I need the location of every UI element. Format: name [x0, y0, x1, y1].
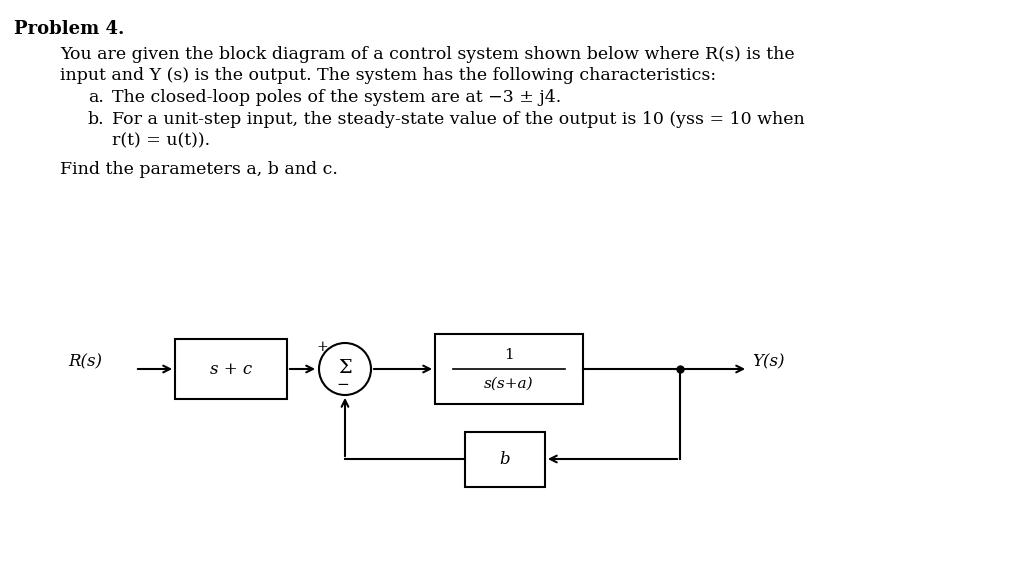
- Text: The closed-loop poles of the system are at −3 ± j4.: The closed-loop poles of the system are …: [112, 89, 561, 106]
- Text: R(s): R(s): [68, 353, 102, 370]
- Text: You are given the block diagram of a control system shown below where R(s) is th: You are given the block diagram of a con…: [60, 46, 795, 63]
- Text: Find the parameters a, b and c.: Find the parameters a, b and c.: [60, 161, 338, 178]
- Text: b.: b.: [88, 111, 104, 128]
- Text: Y(s): Y(s): [752, 353, 785, 370]
- Text: s + c: s + c: [210, 361, 252, 377]
- Text: r(t) = u(t)).: r(t) = u(t)).: [112, 132, 210, 149]
- Circle shape: [319, 343, 371, 395]
- Text: Σ: Σ: [338, 359, 352, 377]
- Text: input and Y (s) is the output. The system has the following characteristics:: input and Y (s) is the output. The syste…: [60, 67, 716, 84]
- Text: b: b: [499, 451, 511, 468]
- Text: For a unit-step input, the steady-state value of the output is 10 (yss = 10 when: For a unit-step input, the steady-state …: [112, 111, 805, 128]
- Text: 1: 1: [504, 348, 514, 362]
- Bar: [465, 431, 545, 486]
- Text: s(s+a): s(s+a): [484, 377, 534, 391]
- Text: a.: a.: [88, 89, 104, 106]
- Bar: [435, 334, 583, 404]
- Text: Problem 4.: Problem 4.: [14, 20, 124, 38]
- Text: −: −: [337, 378, 350, 392]
- Text: +: +: [316, 340, 328, 354]
- Bar: [175, 339, 287, 399]
